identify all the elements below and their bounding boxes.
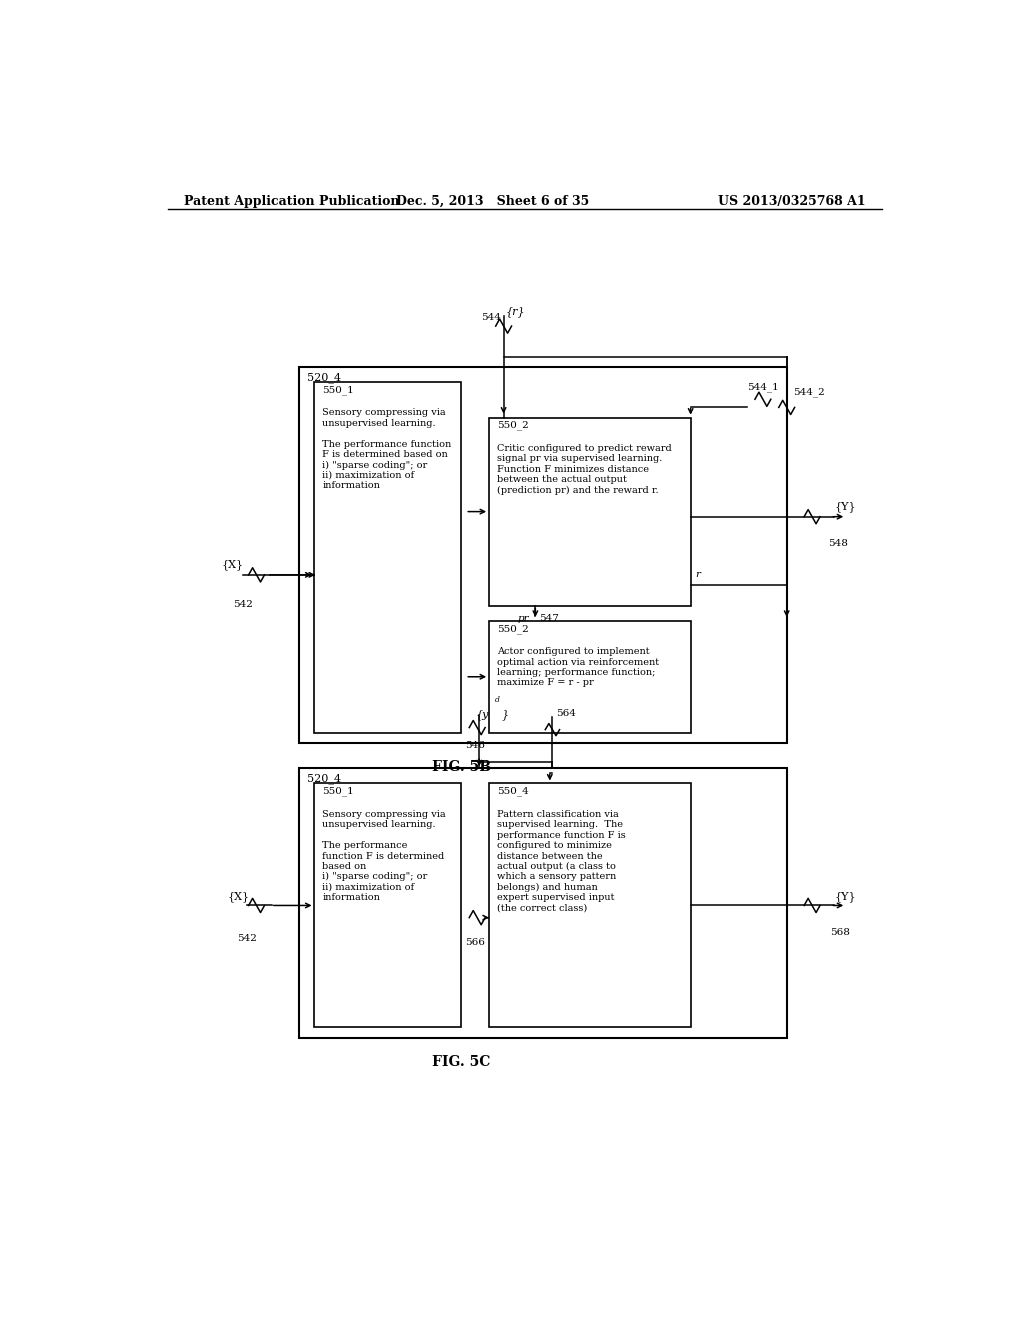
Bar [299, 768, 786, 1038]
Bar [299, 367, 786, 743]
Text: 544_1: 544_1 [746, 381, 779, 392]
Text: Critic configured to predict reward
signal pr via supervised learning.
Function : Critic configured to predict reward sign… [497, 444, 672, 495]
Text: 544: 544 [481, 313, 502, 322]
Bar [314, 784, 461, 1027]
Text: FIG. 5C: FIG. 5C [432, 1055, 490, 1069]
Text: 550_4: 550_4 [497, 787, 528, 796]
Text: 550_1: 550_1 [323, 787, 354, 796]
Text: Sensory compressing via
unsupervised learning.

The performance
function F is de: Sensory compressing via unsupervised lea… [323, 810, 446, 903]
Text: 520_4: 520_4 [306, 372, 341, 383]
Text: Sensory compressing via
unsupervised learning.

The performance function
F is de: Sensory compressing via unsupervised lea… [323, 408, 452, 491]
Bar [489, 417, 691, 606]
Text: {Y}: {Y} [835, 502, 856, 512]
Text: 547: 547 [540, 614, 559, 623]
Bar [314, 381, 461, 733]
Text: 550_1: 550_1 [323, 385, 354, 395]
Text: 542: 542 [232, 601, 253, 610]
Bar [489, 620, 691, 733]
Text: {r}: {r} [506, 306, 525, 317]
Bar [489, 784, 691, 1027]
Text: 566: 566 [465, 939, 485, 946]
Text: {X}: {X} [227, 891, 249, 902]
Text: {y: {y [475, 709, 488, 721]
Text: Dec. 5, 2013   Sheet 6 of 35: Dec. 5, 2013 Sheet 6 of 35 [396, 194, 590, 207]
Text: 550_2: 550_2 [497, 421, 528, 430]
Text: 548: 548 [828, 539, 848, 548]
Text: 542: 542 [237, 935, 257, 942]
Text: r: r [695, 570, 700, 579]
Text: FIG. 5B: FIG. 5B [432, 760, 490, 774]
Text: 550_2: 550_2 [497, 624, 528, 634]
Text: {X}: {X} [221, 560, 244, 570]
Text: Pattern classification via
supervised learning.  The
performance function F is
c: Pattern classification via supervised le… [497, 810, 626, 913]
Text: 544_2: 544_2 [793, 387, 824, 397]
Text: {Y}: {Y} [835, 891, 856, 902]
Text: 564: 564 [556, 709, 577, 718]
Text: Patent Application Publication: Patent Application Publication [183, 194, 399, 207]
Text: US 2013/0325768 A1: US 2013/0325768 A1 [719, 194, 866, 207]
Text: 520_4: 520_4 [306, 774, 341, 784]
Text: }: } [502, 709, 509, 721]
Text: pr: pr [518, 614, 529, 623]
Text: 568: 568 [830, 928, 850, 937]
Text: Actor configured to implement
optimal action via reinforcement
learning; perform: Actor configured to implement optimal ac… [497, 647, 659, 688]
Text: d: d [495, 696, 500, 704]
Text: 546: 546 [465, 741, 485, 750]
